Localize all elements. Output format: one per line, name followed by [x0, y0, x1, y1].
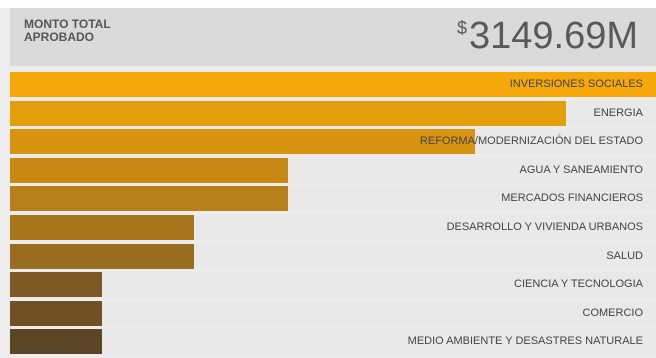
bar-row[interactable]: DESARROLLO Y VIVIENDA URBANOS: [10, 215, 656, 240]
bar-label: COMERCIO: [582, 306, 644, 319]
bar-label: SALUD: [606, 249, 643, 262]
bar-label: MEDIO AMBIENTE Y DESASTRES NATURALE: [407, 335, 643, 348]
bar: [10, 243, 195, 269]
bar-row[interactable]: CIENCIA Y TECNOLOGIA: [10, 272, 656, 298]
total-approved-label: MONTO TOTAL APROBADO: [24, 17, 111, 44]
currency-symbol: $: [456, 18, 467, 38]
bar-row[interactable]: MERCADOS FINANCIEROS: [10, 186, 656, 212]
bar-row[interactable]: REFORMA/MODERNIZACIÓN DEL ESTADO: [10, 129, 656, 155]
bar-label: CIENCIA Y TECNOLOGIA: [514, 278, 643, 291]
bar-row[interactable]: ENERGIA: [10, 100, 656, 126]
bar: [10, 72, 656, 97]
bar-row[interactable]: SALUD: [10, 243, 656, 269]
bar: [10, 129, 476, 155]
bar-label: MERCADOS FINANCIEROS: [501, 192, 643, 205]
bar: [10, 157, 288, 183]
bar: [10, 300, 103, 326]
bar-chart: INVERSIONES SOCIALES ENERGIA REFORMA/MODER…: [10, 72, 656, 358]
bar-row[interactable]: MEDIO AMBIENTE Y DESASTRES NATURALE: [10, 329, 656, 355]
top-cutoff: [0, 0, 656, 8]
bar: [10, 329, 103, 355]
bar-label: INVERSIONES SOCIALES: [509, 78, 643, 90]
bar-label: DESARROLLO Y VIVIENDA URBANOS: [446, 221, 643, 233]
bar-label: REFORMA/MODERNIZACIÓN DEL ESTADO: [419, 135, 643, 148]
bar: [10, 100, 566, 126]
bar-label: AGUA Y SANEAMIENTO: [519, 163, 644, 176]
total-amount: 3149.69M: [468, 15, 638, 57]
bar-row[interactable]: COMERCIO: [10, 300, 656, 326]
bar-row[interactable]: AGUA Y SANEAMIENTO: [10, 157, 656, 183]
bar-label: ENERGIA: [593, 106, 643, 119]
bar-row[interactable]: INVERSIONES SOCIALES: [10, 72, 656, 97]
summary-header: MONTO TOTAL APROBADO $3149.69M: [10, 8, 656, 66]
bar: [10, 215, 195, 240]
total-approved-value: $3149.69M: [457, 14, 638, 58]
bar: [10, 186, 288, 212]
bar: [10, 272, 103, 298]
